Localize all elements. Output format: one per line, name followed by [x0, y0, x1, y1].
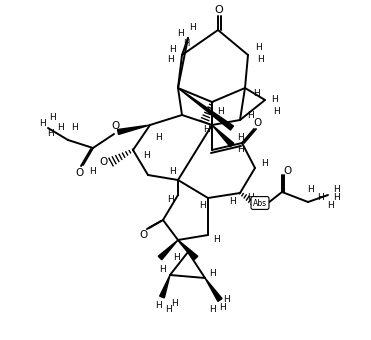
- Text: H: H: [272, 96, 278, 104]
- Text: H: H: [183, 39, 189, 49]
- Text: H: H: [254, 88, 260, 98]
- Text: H: H: [308, 186, 314, 194]
- Text: O: O: [284, 166, 292, 176]
- Polygon shape: [178, 88, 233, 130]
- Text: H: H: [172, 299, 178, 307]
- Text: H: H: [155, 133, 162, 141]
- Text: H: H: [70, 123, 78, 133]
- Text: H: H: [57, 123, 63, 133]
- Text: H: H: [213, 236, 219, 244]
- Text: H: H: [90, 168, 96, 176]
- Text: H: H: [333, 193, 339, 203]
- Text: H: H: [255, 42, 262, 51]
- Text: H: H: [143, 151, 150, 159]
- Polygon shape: [212, 125, 234, 147]
- Text: H: H: [210, 269, 216, 277]
- Text: H: H: [316, 192, 324, 202]
- Text: H: H: [217, 107, 224, 117]
- Text: H: H: [274, 107, 280, 117]
- Text: O: O: [215, 5, 223, 15]
- Text: H: H: [169, 46, 175, 54]
- Text: H: H: [159, 266, 165, 274]
- Text: H: H: [40, 119, 46, 128]
- Text: H: H: [220, 304, 226, 312]
- Text: H: H: [155, 301, 161, 309]
- Text: H: H: [237, 146, 243, 154]
- Polygon shape: [158, 240, 178, 260]
- Polygon shape: [178, 240, 198, 260]
- Text: H: H: [50, 114, 56, 122]
- Text: H: H: [165, 306, 171, 315]
- Text: H: H: [188, 23, 196, 33]
- Text: H: H: [177, 30, 183, 38]
- Text: H: H: [47, 129, 53, 137]
- Polygon shape: [118, 125, 150, 134]
- Text: H: H: [170, 168, 176, 176]
- Text: O: O: [253, 118, 261, 128]
- Text: H: H: [257, 54, 263, 64]
- Text: H: H: [229, 197, 235, 205]
- Text: H: H: [247, 193, 253, 203]
- Text: H: H: [173, 253, 179, 261]
- Text: H: H: [167, 55, 173, 65]
- Text: Abs: Abs: [253, 199, 267, 207]
- Text: H: H: [210, 306, 216, 315]
- Text: O: O: [75, 168, 83, 178]
- Text: H: H: [224, 295, 230, 305]
- Text: H: H: [262, 158, 268, 168]
- Text: H: H: [328, 201, 334, 209]
- Text: H: H: [237, 134, 243, 142]
- Text: O: O: [112, 121, 120, 131]
- Text: H: H: [204, 125, 210, 135]
- Text: O: O: [99, 157, 107, 167]
- Text: H: H: [200, 202, 206, 210]
- Polygon shape: [160, 275, 170, 298]
- Text: H: H: [333, 186, 339, 194]
- Polygon shape: [205, 278, 222, 301]
- Text: O: O: [139, 230, 147, 240]
- Text: H: H: [167, 195, 173, 204]
- Text: H: H: [247, 110, 253, 119]
